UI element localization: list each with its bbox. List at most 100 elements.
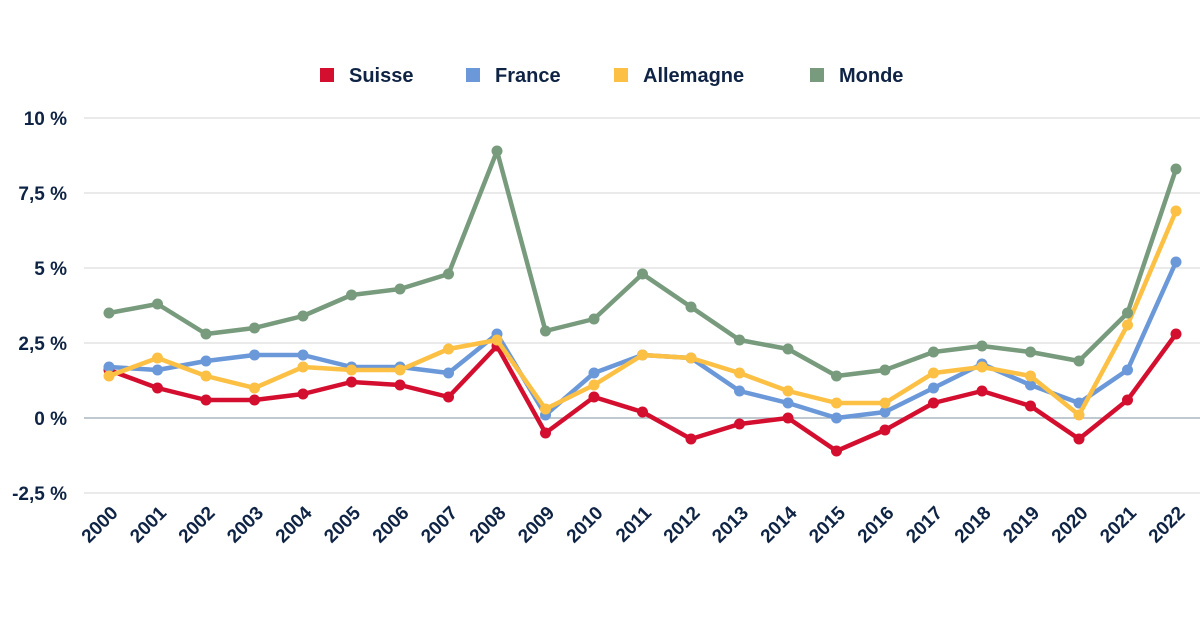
legend-item-monde: Monde [810, 65, 903, 87]
legend-item-france: France [466, 65, 561, 87]
data-point [249, 382, 260, 394]
series-group [103, 145, 1182, 457]
data-point [928, 367, 939, 379]
legend-item-suisse: Suisse [320, 65, 413, 87]
data-point [976, 385, 988, 397]
x-tick-label: 2016 [854, 503, 899, 548]
x-tick-label: 2001 [126, 502, 171, 547]
data-point [1073, 409, 1085, 421]
data-point [443, 391, 454, 403]
data-point [297, 361, 309, 373]
data-point [297, 349, 309, 361]
data-point [443, 343, 454, 355]
data-point [1025, 370, 1036, 382]
data-point [879, 406, 891, 418]
data-point [782, 385, 794, 397]
data-point [588, 391, 600, 403]
x-tick-label: 2010 [563, 503, 608, 548]
data-point [879, 424, 891, 436]
data-point [782, 397, 794, 409]
data-point [1025, 379, 1036, 391]
data-point [685, 352, 697, 364]
data-point [976, 361, 988, 373]
data-point [1122, 307, 1133, 319]
data-point [1170, 205, 1182, 217]
data-point [879, 364, 891, 376]
x-tick-label: 2020 [1048, 503, 1093, 548]
data-point [928, 382, 939, 394]
legend-label: Allemagne [643, 65, 744, 87]
data-point [200, 355, 212, 367]
y-tick-label: 7,5 % [18, 184, 67, 205]
data-point [297, 310, 309, 322]
legend-label: France [495, 65, 561, 87]
data-point [200, 370, 212, 382]
legend-swatch [320, 68, 334, 82]
y-axis-ticks: -2,5 % 0 % 2,5 % 5 % 7,5 % 10 % [12, 109, 67, 505]
data-point [831, 412, 842, 424]
data-point [540, 427, 551, 439]
data-point [1073, 355, 1085, 367]
data-point [1122, 319, 1133, 331]
data-point [1170, 163, 1182, 175]
data-point [249, 394, 260, 406]
data-point [394, 283, 406, 295]
data-point [346, 376, 357, 388]
x-tick-label: 2002 [175, 503, 220, 548]
data-point [103, 307, 115, 319]
data-point [734, 367, 745, 379]
data-point [588, 313, 600, 325]
legend-swatch [614, 68, 628, 82]
data-point [491, 145, 503, 157]
data-point [928, 346, 939, 358]
legend-swatch [466, 68, 480, 82]
data-point [734, 334, 745, 346]
data-point [346, 364, 357, 376]
series-line [106, 148, 1179, 379]
data-point [928, 397, 939, 409]
series-suisse [103, 328, 1182, 457]
data-point [782, 412, 794, 424]
data-point [103, 370, 115, 382]
x-tick-label: 2021 [1096, 502, 1141, 547]
data-point [1025, 346, 1036, 358]
data-point [685, 301, 697, 313]
data-point [734, 385, 745, 397]
data-point [637, 349, 648, 361]
data-point [1170, 328, 1182, 340]
data-point [637, 406, 648, 418]
y-tick-label: -2,5 % [12, 484, 67, 505]
legend: Suisse France Allemagne Monde [320, 65, 903, 87]
x-tick-label: 2012 [660, 503, 705, 548]
x-tick-label: 2007 [417, 503, 462, 548]
x-tick-label: 2015 [805, 502, 850, 547]
x-axis-ticks: 2000 2001 2002 2003 2004 2005 2006 2007 2008 2009… [78, 502, 1190, 547]
data-point [588, 379, 600, 391]
x-tick-label: 2022 [1145, 503, 1190, 548]
x-tick-label: 2019 [999, 503, 1044, 548]
data-point [200, 328, 212, 340]
x-tick-label: 2014 [757, 502, 802, 547]
x-tick-label: 2017 [902, 503, 947, 548]
data-point [346, 289, 357, 301]
x-tick-label: 2011 [612, 502, 656, 546]
x-tick-label: 2003 [223, 503, 268, 548]
data-point [831, 445, 842, 457]
data-point [1122, 364, 1133, 376]
legend-swatch [810, 68, 824, 82]
series-monde [103, 145, 1182, 382]
x-tick-label: 2018 [951, 503, 996, 548]
series-line [106, 208, 1179, 418]
data-point [152, 382, 163, 394]
series-allemagne [103, 205, 1182, 421]
data-point [200, 394, 212, 406]
data-point [103, 361, 115, 373]
data-point [394, 364, 406, 376]
y-tick-label: 0 % [34, 409, 67, 430]
data-point [152, 352, 163, 364]
data-point [782, 343, 794, 355]
data-point [831, 397, 842, 409]
data-point [540, 325, 551, 337]
y-tick-label: 10 % [24, 109, 67, 130]
